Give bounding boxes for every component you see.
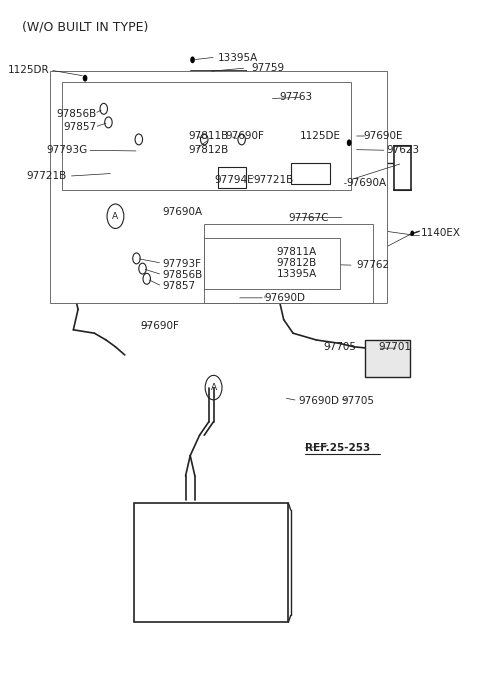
Text: 97762: 97762: [356, 260, 389, 269]
Text: 97690D: 97690D: [264, 293, 305, 303]
Text: (W/O BUILT IN TYPE): (W/O BUILT IN TYPE): [22, 20, 148, 33]
Circle shape: [190, 56, 195, 63]
Text: 13395A: 13395A: [276, 269, 317, 279]
Bar: [134, 503, 288, 622]
Text: 97721B: 97721B: [26, 171, 66, 181]
Text: 97794E: 97794E: [215, 175, 254, 184]
Circle shape: [83, 75, 87, 82]
Text: 97690D: 97690D: [299, 396, 340, 405]
Bar: [291, 163, 330, 184]
Text: 97705: 97705: [342, 396, 375, 405]
Text: 97812B: 97812B: [276, 258, 317, 268]
Text: 97690F: 97690F: [140, 321, 179, 330]
Text: 97793G: 97793G: [46, 146, 87, 155]
Text: 97856B: 97856B: [57, 109, 97, 118]
Text: 97690A: 97690A: [347, 178, 387, 188]
Bar: [62, 82, 351, 190]
Bar: [218, 167, 246, 188]
Text: 97690E: 97690E: [363, 131, 403, 141]
Text: 97811B: 97811B: [188, 131, 228, 141]
Text: A: A: [112, 211, 119, 221]
Bar: [204, 224, 372, 303]
Text: 97721B: 97721B: [253, 175, 294, 184]
Text: 97857: 97857: [162, 281, 195, 290]
Text: 97857: 97857: [64, 122, 97, 132]
Text: 97623: 97623: [386, 146, 420, 155]
Text: 1125DR: 1125DR: [8, 65, 49, 75]
Bar: [365, 340, 410, 377]
Text: 97856B: 97856B: [162, 270, 203, 279]
Text: 97690F: 97690F: [225, 131, 264, 141]
Text: 97763: 97763: [279, 92, 312, 102]
Text: 97705: 97705: [324, 342, 357, 352]
Bar: [394, 146, 411, 190]
Text: 97793F: 97793F: [162, 259, 201, 269]
Text: 13395A: 13395A: [218, 53, 259, 63]
Circle shape: [347, 139, 351, 146]
Bar: [50, 71, 386, 303]
Text: 97811A: 97811A: [276, 248, 317, 257]
Text: 97767C: 97767C: [288, 213, 329, 222]
Text: 97690A: 97690A: [162, 207, 202, 217]
Text: 1125DE: 1125DE: [300, 131, 341, 141]
Text: 97759: 97759: [251, 63, 284, 73]
Text: A: A: [211, 383, 216, 392]
Text: 1140EX: 1140EX: [420, 228, 461, 238]
Text: REF.25-253: REF.25-253: [305, 443, 370, 453]
Circle shape: [410, 231, 414, 236]
Text: 97812B: 97812B: [188, 146, 228, 155]
Text: 97701: 97701: [379, 342, 411, 352]
Bar: [204, 238, 340, 289]
